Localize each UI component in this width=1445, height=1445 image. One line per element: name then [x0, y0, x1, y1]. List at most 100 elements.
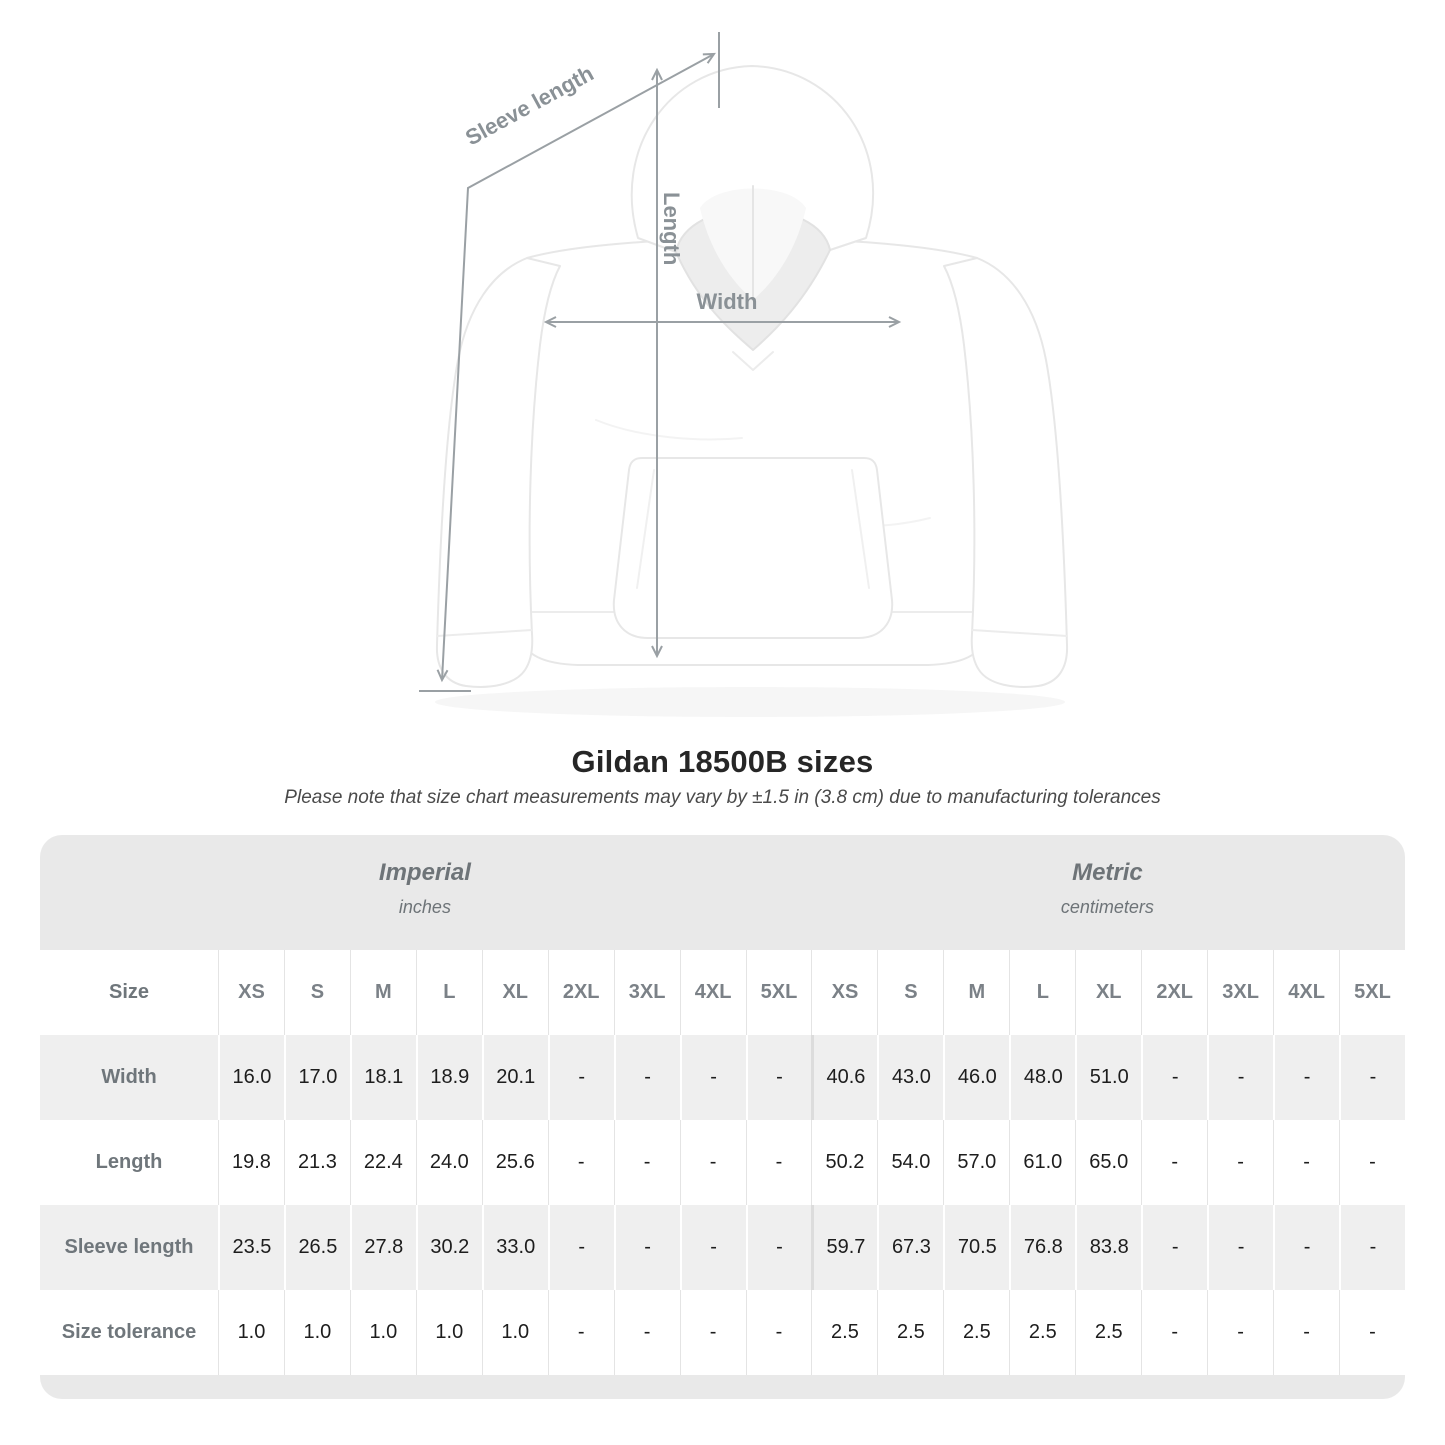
kangaroo-pocket — [612, 457, 894, 639]
right-sleeve — [943, 257, 1069, 688]
value-cell: 2.5 — [943, 1290, 1009, 1375]
table-row-sleeve-length: Sleeve length 23.5 26.5 27.8 30.2 33.0 -… — [40, 1205, 1405, 1290]
size-col-header: XS — [218, 950, 284, 1035]
value-cell: - — [613, 1205, 680, 1290]
value-cell: - — [1339, 1205, 1405, 1290]
value-cell: - — [745, 1205, 812, 1290]
hoodie-diagram-svg: Sleeve length Length Width — [419, 32, 1069, 717]
imperial-group-label: Imperial — [378, 859, 471, 886]
metric-group-header: Metric centimeters — [810, 835, 1405, 918]
length-label: Length — [659, 192, 684, 265]
value-cell: - — [1339, 1035, 1405, 1120]
value-cell: 2.5 — [877, 1290, 943, 1375]
value-cell: - — [1141, 1290, 1207, 1375]
size-col-header: XL — [1075, 950, 1141, 1035]
value-cell: - — [547, 1120, 614, 1205]
tolerance-note: Please note that size chart measurements… — [284, 787, 1161, 808]
measurement-diagram: Sleeve length Length Width — [419, 32, 1069, 717]
size-col-header: 4XL — [679, 950, 746, 1035]
value-cell: 23.5 — [218, 1205, 284, 1290]
value-cell: - — [679, 1290, 746, 1375]
value-cell: - — [613, 1290, 680, 1375]
value-cell: - — [1339, 1120, 1405, 1205]
value-cell: 2.5 — [1075, 1290, 1141, 1375]
size-col-header: 2XL — [547, 950, 614, 1035]
value-cell: 24.0 — [415, 1120, 482, 1205]
value-cell: 1.0 — [481, 1290, 548, 1375]
width-label: Width — [697, 289, 758, 314]
value-cell: 26.5 — [283, 1205, 350, 1290]
value-cell: 54.0 — [877, 1120, 943, 1205]
value-cell: 25.6 — [481, 1120, 548, 1205]
measurement-annotations — [419, 32, 902, 692]
value-cell: 21.3 — [283, 1120, 350, 1205]
value-cell: 50.2 — [811, 1120, 877, 1205]
hoodie-illustration — [435, 65, 1069, 717]
size-table: Imperial inches Metric centimeters Size … — [40, 835, 1405, 1399]
value-cell: 16.0 — [218, 1035, 284, 1120]
value-cell: - — [1273, 1290, 1339, 1375]
value-cell: - — [745, 1035, 812, 1120]
imperial-unit-label: inches — [398, 897, 451, 917]
value-cell: - — [745, 1290, 812, 1375]
table-row-length: Length 19.8 21.3 22.4 24.0 25.6 - - - - … — [40, 1120, 1405, 1205]
value-cell: 20.1 — [481, 1035, 548, 1120]
value-cell: - — [1273, 1205, 1339, 1290]
size-col-header: S — [283, 950, 350, 1035]
right-cuff-line — [971, 629, 1068, 637]
size-col-header: 3XL — [1207, 950, 1273, 1035]
value-cell: 67.3 — [877, 1205, 943, 1290]
size-col-header: 3XL — [613, 950, 680, 1035]
value-cell: - — [1207, 1120, 1273, 1205]
value-cell: - — [613, 1120, 680, 1205]
size-col-header: S — [877, 950, 943, 1035]
size-col-header: 2XL — [1141, 950, 1207, 1035]
page-title: Gildan 18500B sizes — [571, 744, 874, 779]
value-cell: 2.5 — [811, 1290, 877, 1375]
value-cell: 65.0 — [1075, 1120, 1141, 1205]
value-cell: 30.2 — [415, 1205, 482, 1290]
hoodie-shadow — [435, 687, 1065, 717]
value-cell: - — [613, 1035, 680, 1120]
size-col-header: 5XL — [1339, 950, 1405, 1035]
size-col-header: M — [349, 950, 416, 1035]
row-label: Width — [101, 1066, 157, 1088]
table-row-size-tolerance: Size tolerance 1.0 1.0 1.0 1.0 1.0 - - -… — [40, 1290, 1405, 1375]
row-label: Size tolerance — [61, 1321, 197, 1343]
value-cell: 18.1 — [349, 1035, 416, 1120]
size-col-header: 4XL — [1273, 950, 1339, 1035]
value-cell: 40.6 — [811, 1035, 877, 1120]
value-cell: 1.0 — [283, 1290, 350, 1375]
size-col-header: L — [415, 950, 482, 1035]
value-cell: - — [1207, 1290, 1273, 1375]
value-cell: - — [1141, 1035, 1207, 1120]
value-cell: - — [547, 1035, 614, 1120]
unit-group-band: Imperial inches Metric centimeters — [40, 835, 1405, 950]
size-header-row: Size XS S M L XL 2XL 3XL 4XL 5XL XS S M … — [40, 950, 1405, 1035]
value-cell: 57.0 — [943, 1120, 1009, 1205]
value-cell: - — [1207, 1035, 1273, 1120]
size-corner-label: Size — [108, 981, 150, 1003]
value-cell: 43.0 — [877, 1035, 943, 1120]
sleeve-length-label: Sleeve length — [461, 60, 598, 150]
value-cell: - — [547, 1290, 614, 1375]
value-cell: 2.5 — [1009, 1290, 1075, 1375]
value-cell: 61.0 — [1009, 1120, 1075, 1205]
value-cell: 1.0 — [415, 1290, 482, 1375]
value-cell: - — [679, 1205, 746, 1290]
value-cell: 59.7 — [811, 1205, 877, 1290]
sleeve-length-arrow — [436, 52, 716, 683]
metric-unit-label: centimeters — [1060, 897, 1154, 917]
value-cell: 1.0 — [218, 1290, 284, 1375]
value-cell: 48.0 — [1009, 1035, 1075, 1120]
size-col-header: M — [943, 950, 1009, 1035]
value-cell: 33.0 — [481, 1205, 548, 1290]
value-cell: 22.4 — [349, 1120, 416, 1205]
size-col-header: XS — [811, 950, 877, 1035]
row-label: Sleeve length — [64, 1236, 194, 1258]
value-cell: 27.8 — [349, 1205, 416, 1290]
value-cell: 46.0 — [943, 1035, 1009, 1120]
value-cell: 17.0 — [283, 1035, 350, 1120]
table-footer-band — [40, 1375, 1405, 1399]
size-col-header: L — [1009, 950, 1075, 1035]
